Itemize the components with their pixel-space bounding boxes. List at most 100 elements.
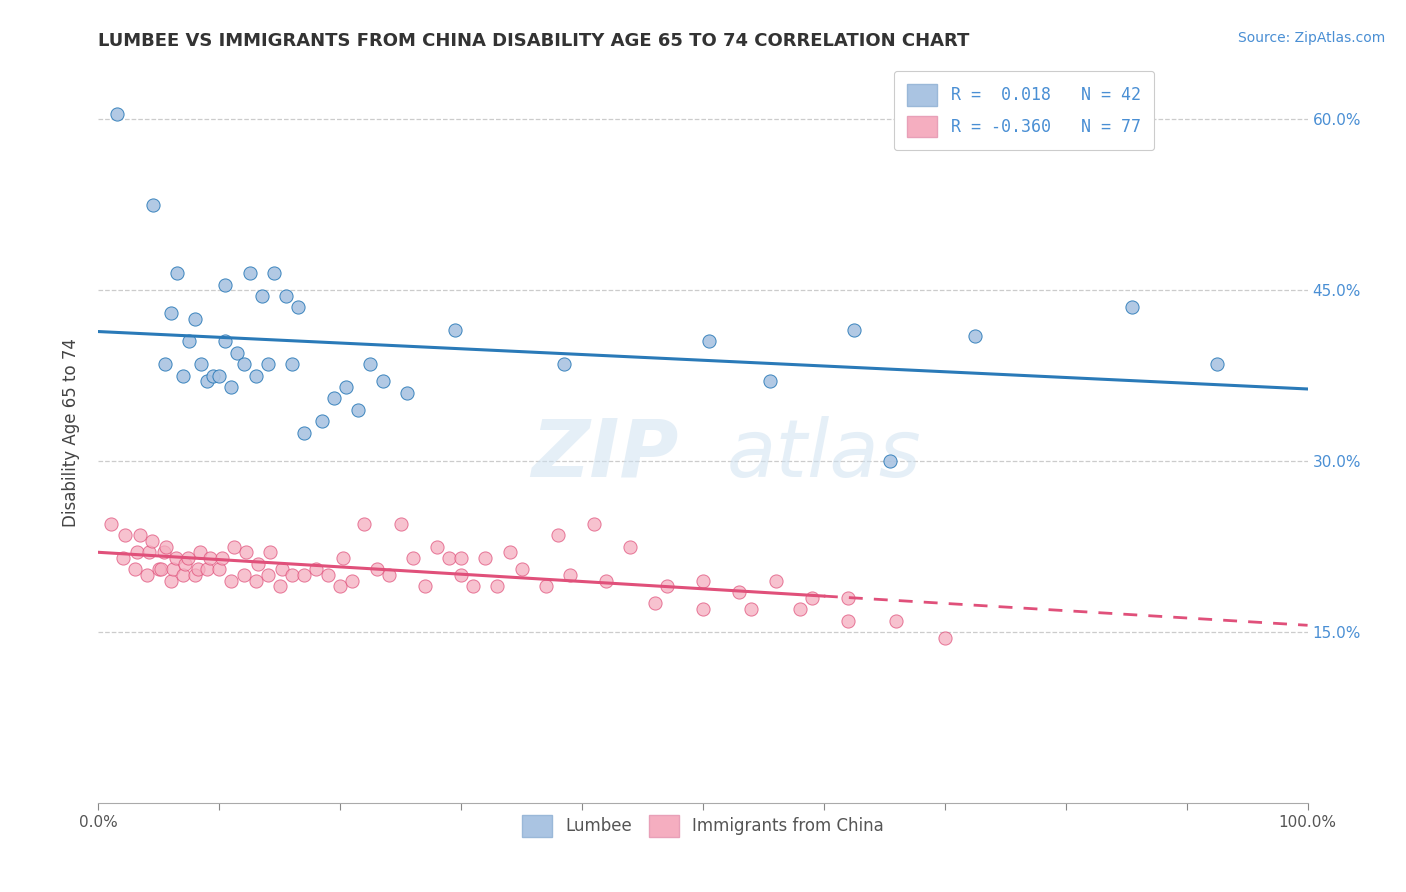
Point bbox=[281, 568, 304, 582]
Point bbox=[329, 579, 352, 593]
Text: LUMBEE VS IMMIGRANTS FROM CHINA DISABILITY AGE 65 TO 74 CORRELATION CHART: LUMBEE VS IMMIGRANTS FROM CHINA DISABILI… bbox=[98, 32, 970, 50]
Point bbox=[728, 585, 751, 599]
Point bbox=[250, 289, 273, 303]
Point bbox=[195, 562, 218, 576]
Point bbox=[765, 574, 787, 588]
Point bbox=[226, 346, 249, 360]
Point bbox=[138, 545, 160, 559]
Point bbox=[553, 357, 575, 371]
Point bbox=[692, 574, 714, 588]
Point bbox=[583, 516, 606, 531]
Point bbox=[162, 562, 184, 576]
Point bbox=[413, 579, 436, 593]
Point bbox=[360, 357, 382, 371]
Point bbox=[332, 550, 354, 565]
Point bbox=[263, 266, 285, 280]
Point bbox=[239, 266, 262, 280]
Point bbox=[789, 602, 811, 616]
Point bbox=[165, 550, 187, 565]
Point bbox=[547, 528, 569, 542]
Point bbox=[184, 568, 207, 582]
Point bbox=[166, 266, 188, 280]
Point bbox=[281, 357, 304, 371]
Point bbox=[111, 550, 134, 565]
Point bbox=[256, 357, 278, 371]
Point bbox=[366, 562, 388, 576]
Point bbox=[740, 602, 762, 616]
Point bbox=[177, 550, 200, 565]
Point bbox=[655, 579, 678, 593]
Point bbox=[534, 579, 557, 593]
Point bbox=[222, 540, 245, 554]
Point bbox=[208, 368, 231, 383]
Point bbox=[150, 562, 173, 576]
Point bbox=[371, 375, 394, 389]
Point bbox=[179, 334, 201, 349]
Point bbox=[311, 414, 333, 428]
Point bbox=[965, 328, 987, 343]
Point bbox=[174, 557, 197, 571]
Point bbox=[187, 562, 209, 576]
Point bbox=[444, 323, 467, 337]
Point bbox=[214, 277, 236, 292]
Point bbox=[256, 568, 278, 582]
Point bbox=[188, 545, 211, 559]
Point bbox=[247, 557, 270, 571]
Point bbox=[758, 375, 780, 389]
Point bbox=[437, 550, 460, 565]
Point bbox=[232, 357, 254, 371]
Legend: Lumbee, Immigrants from China: Lumbee, Immigrants from China bbox=[509, 802, 897, 850]
Point bbox=[124, 562, 146, 576]
Point bbox=[474, 550, 496, 565]
Point bbox=[342, 574, 364, 588]
Point bbox=[235, 545, 257, 559]
Point bbox=[498, 545, 520, 559]
Point bbox=[292, 425, 315, 440]
Point bbox=[142, 198, 165, 212]
Text: atlas: atlas bbox=[727, 416, 922, 494]
Point bbox=[353, 516, 375, 531]
Point bbox=[389, 516, 412, 531]
Point bbox=[155, 540, 177, 554]
Point bbox=[558, 568, 581, 582]
Point bbox=[692, 602, 714, 616]
Point bbox=[292, 568, 315, 582]
Point bbox=[160, 574, 183, 588]
Point bbox=[1121, 301, 1143, 315]
Point bbox=[886, 614, 908, 628]
Point bbox=[221, 380, 243, 394]
Point bbox=[127, 545, 149, 559]
Point bbox=[153, 357, 176, 371]
Point bbox=[837, 591, 859, 605]
Point bbox=[198, 550, 221, 565]
Point bbox=[208, 562, 231, 576]
Point bbox=[287, 301, 309, 315]
Point bbox=[184, 311, 207, 326]
Text: Source: ZipAtlas.com: Source: ZipAtlas.com bbox=[1237, 31, 1385, 45]
Point bbox=[934, 631, 956, 645]
Point bbox=[619, 540, 641, 554]
Point bbox=[395, 385, 418, 400]
Point bbox=[128, 528, 150, 542]
Point bbox=[305, 562, 328, 576]
Point bbox=[232, 568, 254, 582]
Point bbox=[100, 516, 122, 531]
Point bbox=[202, 368, 225, 383]
Point bbox=[316, 568, 339, 582]
Point bbox=[172, 568, 194, 582]
Point bbox=[211, 550, 233, 565]
Point bbox=[269, 579, 291, 593]
Point bbox=[259, 545, 281, 559]
Point bbox=[697, 334, 720, 349]
Point bbox=[335, 380, 357, 394]
Point bbox=[190, 357, 212, 371]
Point bbox=[245, 368, 267, 383]
Point bbox=[135, 568, 157, 582]
Point bbox=[172, 368, 194, 383]
Point bbox=[148, 562, 170, 576]
Point bbox=[323, 392, 346, 406]
Point bbox=[347, 402, 370, 417]
Point bbox=[595, 574, 617, 588]
Point bbox=[1206, 357, 1229, 371]
Point bbox=[879, 454, 901, 468]
